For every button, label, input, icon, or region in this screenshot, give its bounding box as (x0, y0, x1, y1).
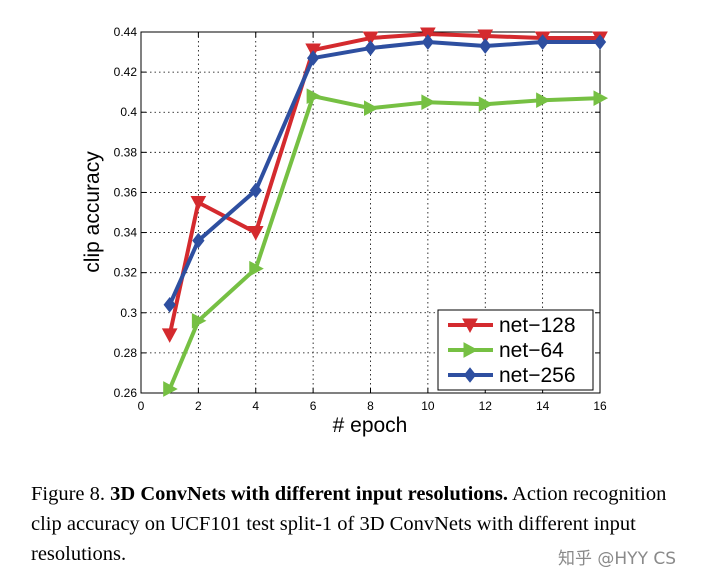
legend-label: net−64 (499, 339, 564, 362)
series-3 (163, 34, 607, 313)
data-point-3 (421, 34, 435, 50)
data-point-2 (478, 96, 494, 113)
series-lines (161, 27, 609, 397)
data-point-3 (364, 40, 377, 56)
caption-prefix: Figure 8. (31, 483, 111, 505)
data-point-3 (536, 34, 549, 50)
watermark-text: 知乎 @HYY CS (558, 549, 677, 569)
y-tick-label: 0.32 (114, 266, 138, 280)
legend-label: net−256 (499, 364, 576, 387)
x-axis-title: # epoch (333, 414, 408, 437)
data-point-3 (192, 232, 205, 249)
data-point-3 (163, 296, 176, 313)
data-point-2 (593, 90, 609, 107)
y-tick-label: 0.4 (120, 105, 137, 119)
data-point-1 (190, 195, 207, 211)
data-point-2 (364, 100, 379, 117)
data-point-2 (191, 312, 207, 329)
y-tick-label: 0.26 (114, 386, 138, 400)
x-tick-label: 10 (421, 399, 435, 413)
caption-body: Action recognition clip accuracy on UCF1… (31, 483, 667, 565)
data-point-3 (306, 50, 320, 66)
data-point-1 (362, 31, 379, 47)
data-point-3 (593, 34, 607, 50)
grid-lines (141, 32, 600, 393)
x-tick-label: 0 (138, 399, 145, 413)
x-tick-label: 4 (252, 399, 259, 413)
y-axis-title: clip accuracy (81, 151, 104, 273)
legend-swatch-marker (463, 367, 477, 383)
axis-ticks: 0 2 4 6 8 10 12 14 16 0.26 0.28 0.3 0.32 0.34 0.36 0.38… (114, 25, 607, 413)
series-2 (163, 88, 609, 397)
x-tick-label: 2 (195, 399, 202, 413)
x-tick-label: 8 (367, 399, 374, 413)
data-point-1 (477, 29, 494, 45)
data-point-2 (249, 260, 264, 277)
y-tick-label: 0.34 (114, 226, 138, 240)
line-chart: 0 2 4 6 8 10 12 14 16 0.26 0.28 0.3 0.32 0.34 0.36 0.38… (81, 25, 609, 437)
data-point-2 (163, 381, 178, 397)
data-point-1 (247, 226, 264, 241)
y-tick-label: 0.44 (114, 25, 138, 39)
x-tick-label: 12 (479, 399, 493, 413)
figure-caption: Figure 8. 3D ConvNets with different inp… (31, 479, 696, 569)
data-point-3 (249, 182, 262, 199)
y-tick-label: 0.3 (120, 306, 137, 320)
data-point-1 (161, 328, 178, 343)
legend-swatch-marker (463, 342, 479, 358)
x-tick-label: 6 (310, 399, 317, 413)
legend-swatch-marker (462, 318, 478, 334)
data-point-2 (536, 92, 551, 109)
data-point-2 (421, 94, 436, 111)
y-tick-label: 0.36 (114, 185, 138, 199)
x-tick-label: 16 (593, 399, 607, 413)
caption-bold-title: 3D ConvNets with different input resolut… (110, 483, 509, 505)
x-tick-label: 14 (536, 399, 550, 413)
y-tick-label: 0.28 (114, 346, 138, 360)
series-line-3 (167, 40, 602, 307)
y-tick-label: 0.38 (114, 145, 138, 159)
y-tick-label: 0.42 (114, 65, 138, 79)
data-point-2 (306, 88, 322, 105)
data-point-3 (479, 38, 492, 54)
legend-label: net−128 (499, 314, 576, 337)
